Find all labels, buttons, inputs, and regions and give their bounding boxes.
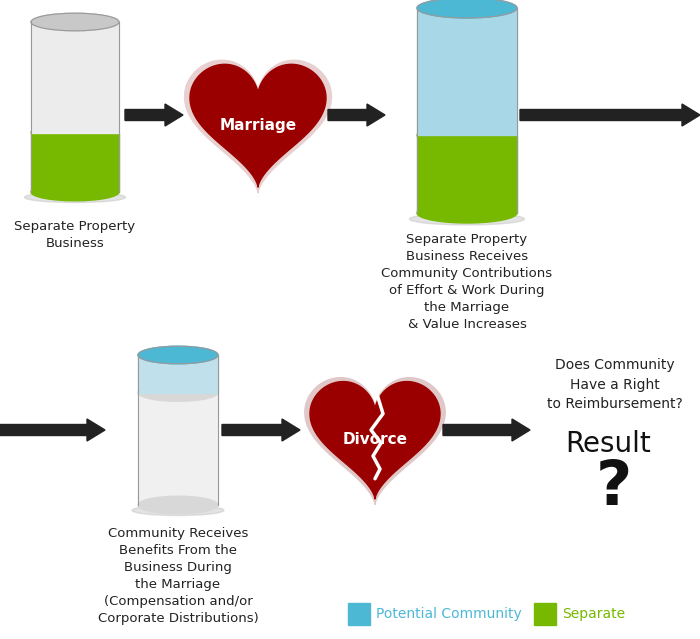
Text: Marriage: Marriage bbox=[219, 118, 297, 133]
FancyArrow shape bbox=[443, 419, 530, 441]
Polygon shape bbox=[190, 65, 326, 187]
Bar bbox=[138, 355, 218, 392]
Polygon shape bbox=[304, 378, 445, 505]
Bar bbox=[417, 135, 517, 213]
Text: Potential Community: Potential Community bbox=[376, 607, 522, 621]
FancyArrow shape bbox=[125, 104, 183, 126]
Ellipse shape bbox=[31, 13, 119, 31]
Text: Does Community
Have a Right
to Reimbursement?: Does Community Have a Right to Reimburse… bbox=[547, 358, 683, 411]
Text: ?: ? bbox=[596, 458, 632, 518]
FancyArrow shape bbox=[222, 419, 300, 441]
Ellipse shape bbox=[31, 183, 119, 201]
Ellipse shape bbox=[417, 125, 517, 145]
Bar bbox=[31, 22, 119, 132]
Ellipse shape bbox=[417, 203, 517, 223]
Text: Separate Property
Business: Separate Property Business bbox=[15, 220, 136, 250]
Ellipse shape bbox=[410, 213, 524, 225]
Ellipse shape bbox=[417, 0, 517, 18]
Bar bbox=[417, 8, 517, 135]
Ellipse shape bbox=[25, 192, 125, 203]
Ellipse shape bbox=[138, 497, 218, 514]
Text: Divorce: Divorce bbox=[342, 432, 407, 447]
Polygon shape bbox=[310, 381, 440, 499]
Ellipse shape bbox=[138, 346, 218, 364]
Polygon shape bbox=[185, 60, 331, 193]
Bar bbox=[138, 392, 218, 505]
Text: Separate: Separate bbox=[562, 607, 625, 621]
Text: Community Receives
Benefits From the
Business During
the Marriage
(Compensation : Community Receives Benefits From the Bus… bbox=[97, 527, 258, 625]
Ellipse shape bbox=[138, 383, 218, 401]
FancyArrow shape bbox=[328, 104, 385, 126]
Bar bbox=[534, 603, 556, 625]
FancyArrow shape bbox=[0, 419, 105, 441]
Ellipse shape bbox=[132, 505, 224, 516]
Text: Result: Result bbox=[565, 430, 651, 458]
FancyArrow shape bbox=[520, 104, 700, 126]
Bar bbox=[31, 132, 119, 192]
Text: Separate Property
Business Receives
Community Contributions
of Effort & Work Dur: Separate Property Business Receives Comm… bbox=[382, 233, 552, 331]
Bar bbox=[348, 603, 370, 625]
Ellipse shape bbox=[31, 124, 119, 141]
